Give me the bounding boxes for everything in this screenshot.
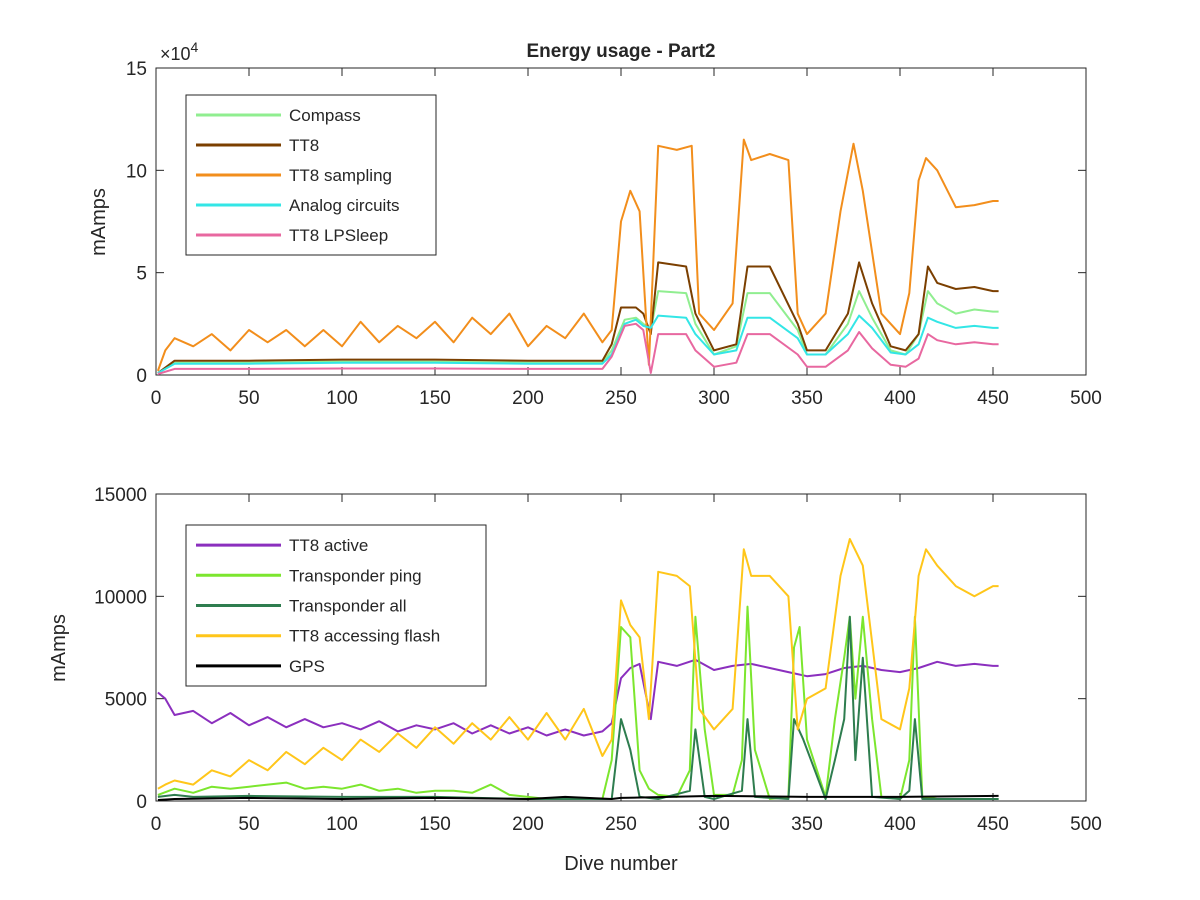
bottom-y-tick-label: 10000 xyxy=(94,587,147,608)
bottom-x-tick-label: 150 xyxy=(419,814,451,835)
top-legend-label: Analog circuits xyxy=(289,196,400,215)
bottom-legend-label: GPS xyxy=(289,657,325,676)
top-y-tick-label: 10 xyxy=(126,161,147,182)
energy-usage-top-plot: Energy usage - Part2 mAmps ×104 0 50 100 15… xyxy=(88,39,1102,409)
top-x-tick-label: 350 xyxy=(791,388,823,409)
top-x-tick-label: 50 xyxy=(238,388,259,409)
bottom-x-tick-label: 400 xyxy=(884,814,916,835)
bottom-legend-label: TT8 accessing flash xyxy=(289,627,440,646)
bottom-x-tick-label: 100 xyxy=(326,814,358,835)
top-x-tick-label: 150 xyxy=(419,388,451,409)
top-x-tick-label: 200 xyxy=(512,388,544,409)
bottom-x-tick-label: 450 xyxy=(977,814,1009,835)
top-y-tick-label: 15 xyxy=(126,59,147,80)
bottom-x-tick-label: 50 xyxy=(238,814,259,835)
top-series-line-tt8-lpsleep xyxy=(157,322,999,375)
top-x-tick-label: 300 xyxy=(698,388,730,409)
top-series-line-tt8-sampling xyxy=(156,138,999,372)
bottom-x-tick-label: 200 xyxy=(512,814,544,835)
top-legend-label: TT8 xyxy=(289,136,319,155)
bottom-series-line-gps xyxy=(157,794,999,801)
top-legend-label: Compass xyxy=(289,106,361,125)
top-legend-label: TT8 LPSleep xyxy=(289,226,388,245)
bottom-series-line-tt8-active xyxy=(157,658,999,737)
bottom-series-line-transponder-ping xyxy=(157,605,999,800)
bottom-y-axis-label: mAmps xyxy=(48,614,70,682)
chart-title: Energy usage - Part2 xyxy=(526,41,715,62)
top-series-line-compass xyxy=(157,290,999,374)
top-x-tick-label: 400 xyxy=(884,388,916,409)
bottom-axis-ticks: 0 50 100 150 200 250 300 350 400 450 5000500010000… xyxy=(94,485,1102,835)
top-legend-label: TT8 sampling xyxy=(289,166,392,185)
top-series-line-analog-circuits xyxy=(157,314,999,374)
bottom-x-tick-label: 500 xyxy=(1070,814,1102,835)
exponent-base: ×10 xyxy=(160,44,191,64)
top-y-tick-label: 5 xyxy=(136,264,147,285)
top-y-tick-label: 0 xyxy=(136,366,147,387)
top-legend: Compass TT8 TT8 sampling Analog circuits TT8… xyxy=(185,94,437,256)
bottom-y-tick-label: 5000 xyxy=(105,690,147,711)
bottom-legend-label: TT8 active xyxy=(289,536,368,555)
bottom-x-tick-label: 300 xyxy=(698,814,730,835)
top-y-axis-label: mAmps xyxy=(88,188,110,256)
bottom-series-line-tt8-accessing-flash xyxy=(157,538,999,790)
top-x-tick-label: 250 xyxy=(605,388,637,409)
top-series-line-tt8 xyxy=(157,261,999,374)
top-x-tick-label: 100 xyxy=(326,388,358,409)
top-series-group xyxy=(156,138,999,375)
bottom-legend-label: Transponder ping xyxy=(289,566,422,585)
bottom-y-tick-label: 0 xyxy=(136,792,147,813)
bottom-x-tick-label: 350 xyxy=(791,814,823,835)
bottom-legend: TT8 active Transponder ping Transponder al… xyxy=(185,524,487,687)
bottom-y-tick-label: 15000 xyxy=(94,485,147,506)
top-x-tick-label: 500 xyxy=(1070,388,1102,409)
top-x-tick-label: 450 xyxy=(977,388,1009,409)
bottom-x-tick-label: 250 xyxy=(605,814,637,835)
bottom-x-tick-label: 0 xyxy=(151,814,162,835)
bottom-series-group xyxy=(157,538,999,801)
bottom-x-axis-label: Dive number xyxy=(564,853,678,875)
top-y-exponent-label: ×104 xyxy=(160,39,199,64)
bottom-legend-label: Transponder all xyxy=(289,597,407,616)
exponent-power: 4 xyxy=(191,39,199,55)
energy-usage-bottom-plot: mAmps Dive number 0 50 100 150 200 250 300 350 4… xyxy=(48,485,1102,875)
top-x-tick-label: 0 xyxy=(151,388,162,409)
top-axis-ticks: 0 50 100 150 200 250 300 350 400 450 500 0 5 10 15 xyxy=(126,59,1102,409)
